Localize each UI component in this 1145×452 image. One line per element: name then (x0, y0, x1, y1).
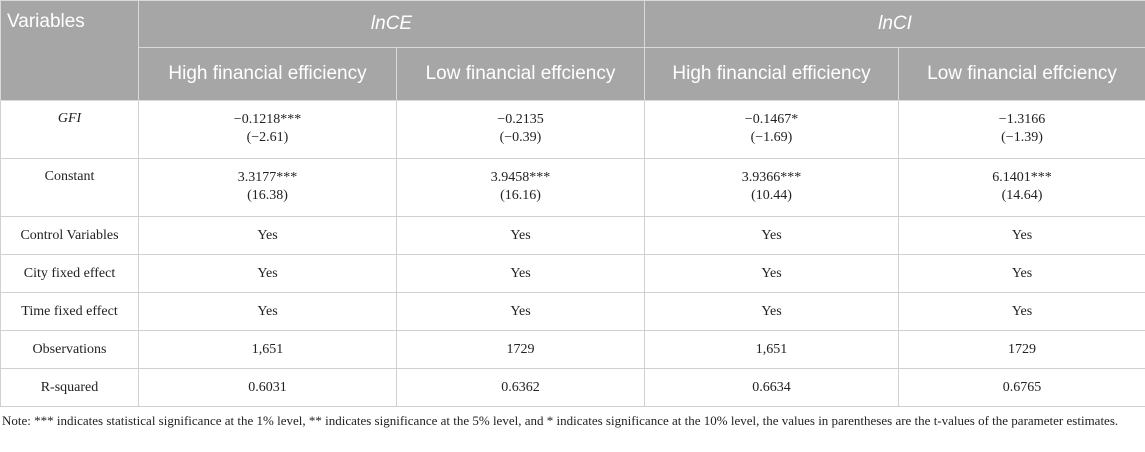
row-label: GFI (0, 100, 139, 159)
row-label: City fixed effect (0, 254, 139, 293)
table-cell: −0.1218*** (−2.61) (138, 100, 397, 159)
sub-header-high-1: High financial efficiency (138, 47, 397, 101)
table-cell: Yes (897, 292, 1145, 331)
table-cell: 6.1401*** (14.64) (897, 158, 1145, 217)
table-cell: Yes (897, 254, 1145, 293)
table-cell: Yes (644, 216, 899, 255)
row-label: Observations (0, 330, 139, 369)
table-cell: −0.2135 (−0.39) (396, 100, 645, 159)
table-cell: 1,651 (644, 330, 899, 369)
table-cell: −0.1467* (−1.69) (644, 100, 899, 159)
table-cell: 3.9366*** (10.44) (644, 158, 899, 217)
table-cell: −1.3166 (−1.39) (897, 100, 1145, 159)
table-row-time: Time fixed effect Yes Yes Yes Yes (0, 292, 1145, 331)
table-cell: 3.3177*** (16.38) (138, 158, 397, 217)
sub-header-high-2: High financial efficiency (644, 47, 899, 101)
table-row-control: Control Variables Yes Yes Yes Yes (0, 216, 1145, 255)
table-cell: 0.6031 (138, 368, 397, 407)
variables-header: Variables (0, 0, 139, 101)
table-cell: Yes (396, 292, 645, 331)
table-cell: 0.6634 (644, 368, 899, 407)
table-cell: Yes (138, 292, 397, 331)
table-cell: Yes (644, 292, 899, 331)
table-cell: Yes (138, 254, 397, 293)
table-row-gfi: GFI −0.1218*** (−2.61) −0.2135 (−0.39) −0.… (0, 100, 1145, 159)
table-row-city: City fixed effect Yes Yes Yes Yes (0, 254, 1145, 293)
regression-table: Variables lnCE lnCI High financial effic… (0, 0, 1145, 407)
table-note: Note: *** indicates statistical signific… (2, 413, 1119, 428)
row-label: R-squared (0, 368, 139, 407)
table-cell: Yes (396, 254, 645, 293)
row-label: Constant (0, 158, 139, 217)
table-cell: Yes (897, 216, 1145, 255)
row-label: Time fixed effect (0, 292, 139, 331)
group-header-lnce: lnCE (138, 0, 645, 48)
table-row-constant: Constant 3.3177*** (16.38) 3.9458*** (16.1… (0, 158, 1145, 217)
sub-header-low-1: Low financial effciency (396, 47, 645, 101)
table-cell: 1,651 (138, 330, 397, 369)
table-cell: Yes (396, 216, 645, 255)
table-row-observations: Observations 1,651 1729 1,651 1729 (0, 330, 1145, 369)
row-label: Control Variables (0, 216, 139, 255)
table-cell: 0.6362 (396, 368, 645, 407)
table-cell: 1729 (396, 330, 645, 369)
table-cell: 0.6765 (897, 368, 1145, 407)
table-cell: Yes (644, 254, 899, 293)
table-cell: 1729 (897, 330, 1145, 369)
table-cell: 3.9458*** (16.16) (396, 158, 645, 217)
group-header-lnci: lnCI (643, 0, 1145, 48)
table-cell: Yes (138, 216, 397, 255)
sub-header-low-2: Low financial effciency (897, 47, 1145, 101)
table-row-r-squared: R-squared 0.6031 0.6362 0.6634 0.6765 (0, 368, 1145, 407)
